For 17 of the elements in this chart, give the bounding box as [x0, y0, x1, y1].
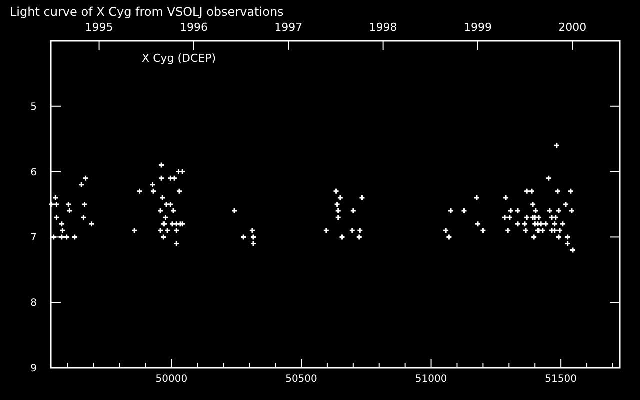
x2-tick-label: 1997 — [274, 21, 303, 34]
annotation: X Cyg (DCEP) — [142, 52, 216, 65]
y-tick-label: 7 — [30, 232, 37, 244]
x2-tick-label: 1999 — [464, 21, 492, 34]
x2-tick-label: 1996 — [180, 21, 208, 34]
x-tick-label: 50000 — [156, 374, 188, 385]
x-tick-label: 51500 — [545, 374, 577, 385]
x2-tick-label: 1995 — [85, 21, 114, 34]
chart-title: Light curve of X Cyg from VSOLJ observations — [10, 5, 284, 19]
x-tick-label: 51000 — [415, 374, 448, 385]
x2-tick-label: 2000 — [558, 21, 587, 34]
x2-tick-label: 1998 — [369, 21, 398, 34]
y-tick-label: 8 — [30, 298, 37, 310]
y-tick-label: 6 — [30, 167, 37, 178]
y-tick-label: 5 — [30, 102, 37, 113]
y-tick-label: 9 — [30, 364, 37, 374]
x-tick-label: 50500 — [286, 374, 318, 385]
